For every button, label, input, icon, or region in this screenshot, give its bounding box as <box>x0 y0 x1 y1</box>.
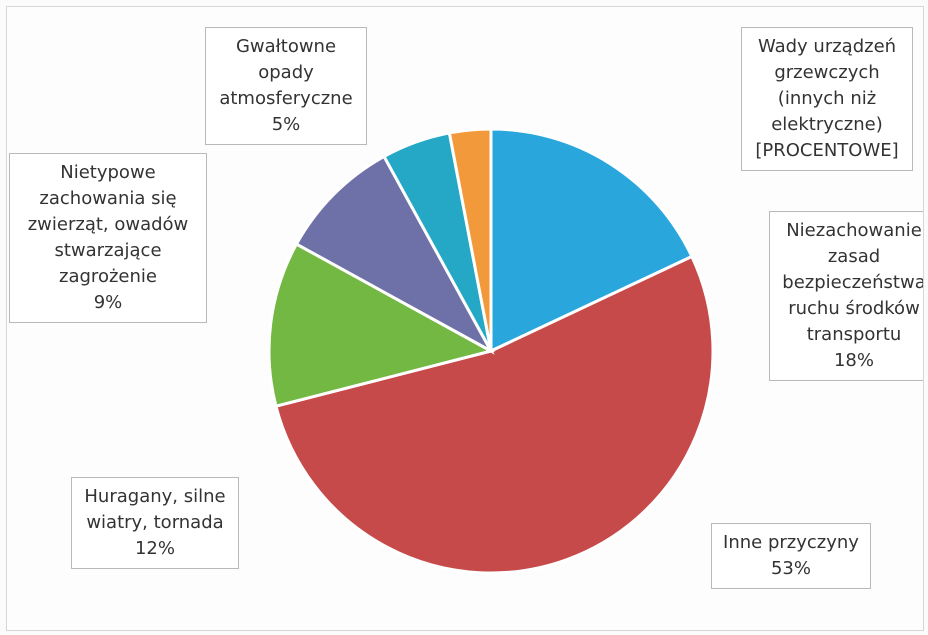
slice-label-zwierzeta: Nietypowe zachowania się zwierząt, owadó… <box>9 153 207 323</box>
chart-frame: Niezachowanie zasad bezpieczeństwa ruchu… <box>6 6 924 631</box>
slice-label-text: Wady urządzeń grzewczych (innych niż ele… <box>757 36 897 135</box>
slice-value-label: 53% <box>770 558 811 579</box>
slice-value-label: 5% <box>271 114 301 135</box>
slice-label-transport: Niezachowanie zasad bezpieczeństwa ruchu… <box>769 211 924 381</box>
pie-slice <box>294 154 495 355</box>
slice-label-opady: Gwałtowne opady atmosferyczne 5% <box>205 27 367 145</box>
slice-label-text: Inne przyczyny <box>723 532 859 553</box>
slice-value-label: [PROCENTOWE] <box>755 140 899 161</box>
pie-slice <box>274 254 715 575</box>
slice-label-huragany: Huragany, silne wiatry, tornada 12% <box>71 477 239 569</box>
slice-value-label: 12% <box>134 538 175 559</box>
slice-value-label: 18% <box>833 350 874 371</box>
pie-chart <box>267 127 715 575</box>
slice-label-text: Gwałtowne opady atmosferyczne <box>219 36 353 109</box>
slice-label-text: Niezachowanie zasad bezpieczeństwa ruchu… <box>782 220 924 345</box>
slice-label-wady: Wady urządzeń grzewczych (innych niż ele… <box>741 27 913 171</box>
slice-label-text: Huragany, silne wiatry, tornada <box>84 486 226 533</box>
slice-value-label: 9% <box>93 292 123 313</box>
slice-label-inne: Inne przyczyny 53% <box>711 523 871 589</box>
slice-label-text: Nietypowe zachowania się zwierząt, owadó… <box>27 162 189 287</box>
pie-slice <box>447 127 493 352</box>
pie-slice <box>489 127 694 354</box>
pie-slice <box>267 242 496 409</box>
